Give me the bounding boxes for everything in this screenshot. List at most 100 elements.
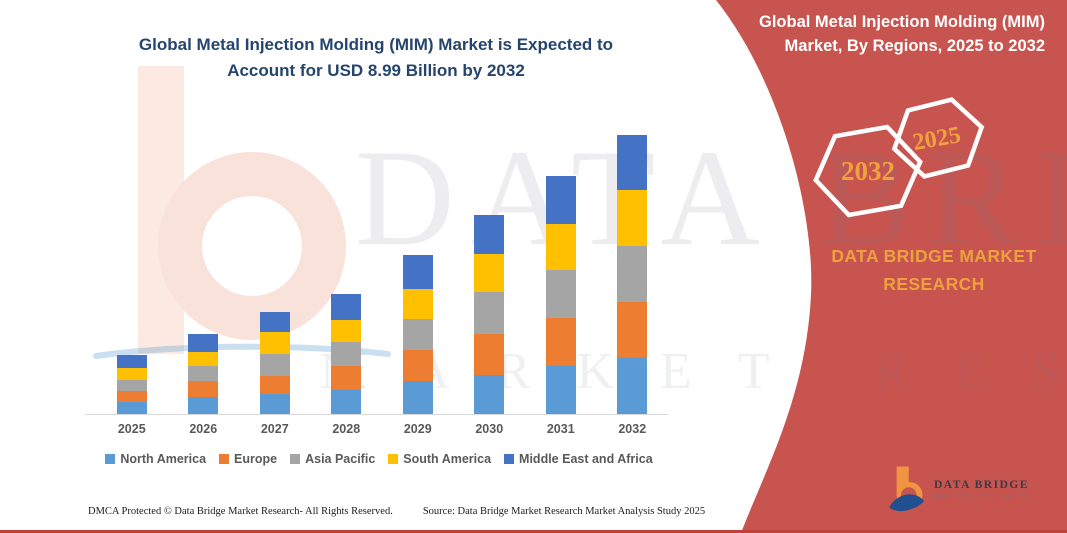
bar-segment-2028-south-america	[331, 320, 362, 342]
legend-swatch-icon	[105, 454, 116, 464]
legend-label: Europe	[234, 452, 278, 466]
bar-segment-2031-asia-pacific	[545, 270, 576, 318]
bar-segment-2029-middle-east-and-africa	[402, 255, 433, 289]
hexagon-2025-label: 2025	[911, 122, 963, 156]
x-axis-label-2030: 2030	[475, 422, 504, 436]
bar-segment-2028-middle-east-and-africa	[331, 294, 362, 320]
legend-item-europe: Europe	[219, 452, 277, 466]
legend-item-south-america: South America	[388, 452, 491, 466]
bottom-accent-line	[0, 530, 1067, 533]
bar-segment-2029-north-america	[402, 381, 433, 414]
bar-segment-2027-middle-east-and-africa	[259, 312, 290, 332]
bar-segment-2026-south-america	[188, 352, 219, 366]
bar-2029	[382, 124, 454, 414]
footer: DMCA Protected © Data Bridge Market Rese…	[88, 506, 705, 517]
brand-text-line1: DATA BRIDGE MARKET	[831, 246, 1037, 266]
chart-legend: North America Europe Asia Pacific South Ame…	[88, 452, 670, 466]
legend-item-north-america: North America	[105, 452, 206, 466]
bar-segment-2026-asia-pacific	[188, 366, 219, 381]
x-axis-label-2025: 2025	[117, 422, 146, 436]
bar-segment-2027-north-america	[259, 394, 290, 414]
bar-segment-2030-middle-east-and-africa	[474, 215, 505, 254]
x-axis-label-2028: 2028	[332, 422, 361, 436]
bar-segment-2032-middle-east-and-africa	[617, 135, 648, 190]
logo-brand-text: DATA BRIDGE	[934, 478, 1029, 491]
bar-segment-2025-europe	[116, 391, 147, 402]
bar-segment-2032-south-america	[617, 190, 648, 246]
watermark-text-row1: DATA BRIDGE	[355, 121, 1067, 274]
bar-2026	[168, 124, 240, 414]
bar-2031	[525, 124, 597, 414]
bar-segment-2027-europe	[259, 376, 290, 394]
bar-segment-2027-asia-pacific	[259, 354, 290, 376]
legend-label: Asia Pacific	[305, 452, 376, 466]
bar-segment-2031-europe	[545, 318, 576, 366]
bar-2032	[597, 124, 669, 414]
logo-sub-text: MARKET RESEARCH	[934, 493, 1033, 500]
bar-segment-2030-asia-pacific	[474, 292, 505, 334]
bar-segment-2031-middle-east-and-africa	[545, 176, 576, 224]
x-axis-labels: 2025 2026 2027 2028 2029 2030 2031 2032	[96, 422, 668, 436]
bar-segment-2029-europe	[402, 350, 433, 381]
legend-swatch-icon	[219, 454, 230, 464]
hexagon-2025-outline-icon	[891, 97, 985, 179]
legend-swatch-icon	[290, 454, 301, 464]
x-axis-label-2026: 2026	[189, 422, 218, 436]
bar-segment-2030-north-america	[474, 375, 505, 414]
chart-title: Global Metal Injection Molding (MIM) Mar…	[80, 32, 672, 83]
bar-segment-2032-north-america	[617, 358, 648, 414]
chart-title-line2: Account for USD 8.99 Billion by 2032	[227, 60, 525, 80]
bar-2028	[311, 124, 383, 414]
bar-2027	[239, 124, 311, 414]
bar-segment-2029-asia-pacific	[402, 319, 433, 350]
chart-title-line1: Global Metal Injection Molding (MIM) Mar…	[138, 35, 614, 54]
bar-segment-2031-north-america	[545, 366, 576, 414]
bar-segment-2028-europe	[331, 366, 362, 390]
x-axis-label-2031: 2031	[546, 422, 575, 436]
bar-segment-2029-south-america	[402, 289, 433, 319]
bar-segment-2026-middle-east-and-africa	[188, 334, 219, 352]
brand-text-line2: RESEARCH	[883, 274, 985, 294]
bar-segment-2025-middle-east-and-africa	[116, 355, 147, 368]
legend-label: Middle East and Africa	[519, 452, 653, 466]
brand-text: DATA BRIDGE MARKET RESEARCH	[818, 242, 1050, 298]
bar-segment-2031-south-america	[545, 224, 576, 270]
hexagon-2032-outline-icon	[813, 124, 923, 218]
footer-source-text: Source: Data Bridge Market Research Mark…	[422, 506, 706, 517]
legend-label: South America	[403, 452, 492, 466]
bar-segment-2026-europe	[188, 381, 219, 397]
x-axis-label-2032: 2032	[618, 422, 647, 436]
data-bridge-logo: DATA BRIDGE MARKET RESEARCH	[888, 464, 1033, 514]
bar-segment-2025-south-america	[116, 368, 147, 380]
legend-label: North America	[120, 452, 207, 466]
panel-title: Global Metal Injection Molding (MIM) Mar…	[705, 11, 1045, 59]
bar-segment-2032-asia-pacific	[617, 246, 648, 302]
panel-title-line2: Market, By Regions, 2025 to 2032	[784, 36, 1045, 55]
bar-2030	[454, 124, 526, 414]
data-bridge-logo-icon	[889, 466, 925, 512]
logo-text: DATA BRIDGE MARKET RESEARCH	[934, 479, 1033, 500]
footer-dmca-text: DMCA Protected © Data Bridge Market Rese…	[88, 506, 393, 517]
bar-segment-2030-europe	[474, 334, 505, 375]
bar-segment-2028-asia-pacific	[331, 342, 362, 366]
panel-title-line1: Global Metal Injection Molding (MIM)	[759, 13, 1045, 31]
bar-segment-2028-north-america	[331, 390, 362, 414]
bar-2025	[96, 124, 168, 414]
legend-swatch-icon	[504, 454, 515, 464]
bar-segment-2025-asia-pacific	[116, 380, 147, 391]
x-axis-label-2029: 2029	[403, 422, 432, 436]
bar-segment-2027-south-america	[259, 332, 290, 354]
bar-segment-2032-europe	[617, 302, 648, 358]
legend-item-middle-east-and-africa: Middle East and Africa	[504, 452, 653, 466]
hexagon-2032-label: 2032	[841, 156, 895, 186]
legend-item-asia-pacific: Asia Pacific	[290, 452, 375, 466]
watermark-text-row2: MARKET RESEARCH	[320, 343, 1067, 400]
bar-segment-2025-north-america	[116, 402, 147, 414]
x-axis-line	[85, 414, 668, 415]
bar-segment-2026-north-america	[188, 397, 219, 414]
bar-segment-2030-south-america	[474, 254, 505, 292]
hexagon-badges: 2032 2025	[813, 97, 985, 218]
x-axis-label-2027: 2027	[260, 422, 289, 436]
legend-swatch-icon	[388, 454, 399, 464]
